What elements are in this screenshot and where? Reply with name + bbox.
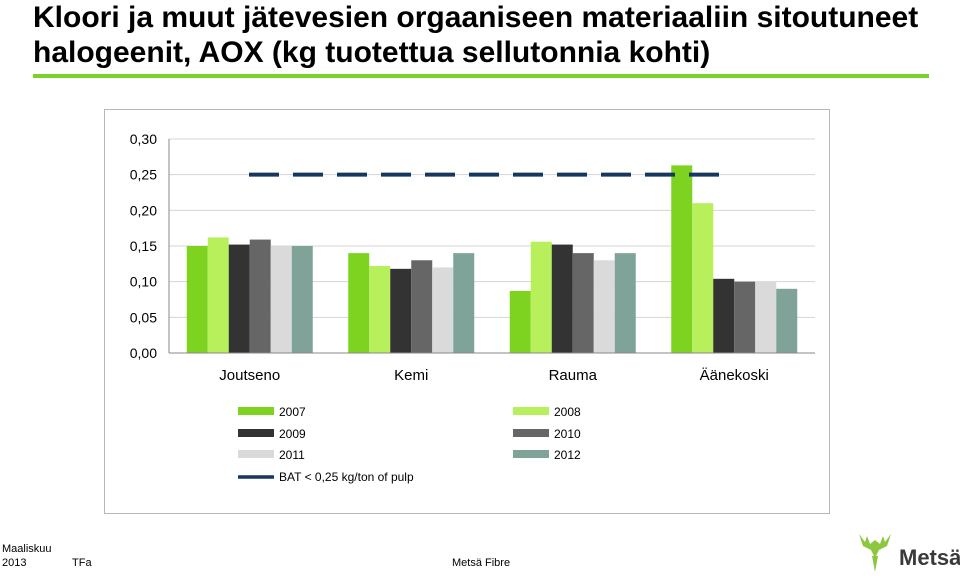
x-tick-label: Rauma bbox=[549, 367, 598, 384]
y-tick-label: 0,20 bbox=[130, 202, 157, 218]
legend-label: 2010 bbox=[554, 427, 581, 441]
legend-swatch bbox=[513, 450, 549, 458]
y-tick-label: 0,25 bbox=[130, 167, 157, 183]
bar bbox=[776, 288, 798, 353]
x-tick-label: Kemi bbox=[394, 367, 428, 384]
slide-title: Kloori ja muut jätevesien orgaaniseen ma… bbox=[33, 1, 919, 69]
bar bbox=[432, 267, 454, 353]
bar bbox=[228, 244, 250, 353]
y-tick-label: 0,10 bbox=[130, 274, 157, 290]
legend-swatch bbox=[238, 450, 274, 458]
metsa-logo: Metsä bbox=[855, 532, 960, 574]
bar bbox=[734, 281, 756, 353]
bar bbox=[453, 253, 475, 353]
footer-date-month: Maaliskuu bbox=[2, 543, 52, 555]
legend-label: 2009 bbox=[279, 427, 306, 441]
y-tick-label: 0,00 bbox=[130, 345, 157, 361]
bar bbox=[713, 278, 735, 353]
x-tick-label: Joutseno bbox=[219, 367, 280, 384]
legend-label: 2012 bbox=[554, 448, 581, 462]
logo-text: Metsä bbox=[899, 545, 960, 570]
moose-antlers-icon: Metsä bbox=[859, 534, 960, 572]
legend-swatch bbox=[513, 407, 549, 415]
chart-container: 0,00 0,05 0,10 0,15 0,20 0,25 0,30 Joutseno Kemi… bbox=[104, 109, 830, 514]
bar bbox=[207, 237, 229, 353]
y-tick-label: 0,15 bbox=[130, 238, 157, 254]
legend-swatch bbox=[238, 429, 274, 437]
bar bbox=[390, 268, 412, 353]
legend-label: 2011 bbox=[279, 448, 305, 462]
bar bbox=[270, 246, 292, 353]
bar bbox=[614, 253, 636, 353]
bar bbox=[291, 246, 313, 353]
legend-label: 2008 bbox=[554, 405, 581, 419]
x-tick-label: Äänekoski bbox=[700, 367, 769, 384]
bar bbox=[755, 281, 777, 353]
bar bbox=[509, 290, 531, 353]
title-divider bbox=[33, 74, 929, 78]
bar bbox=[530, 241, 552, 353]
bar bbox=[249, 239, 271, 353]
footer-company: Metsä Fibre bbox=[452, 557, 511, 569]
bar bbox=[348, 253, 370, 353]
bar bbox=[572, 253, 594, 353]
y-tick-label: 0,30 bbox=[130, 131, 157, 147]
legend-label: BAT < 0,25 kg/ton of pulp bbox=[279, 470, 414, 484]
bar-chart: 0,00 0,05 0,10 0,15 0,20 0,25 0,30 Joutseno Kemi… bbox=[130, 131, 815, 484]
bar bbox=[692, 203, 714, 353]
legend-swatch bbox=[238, 407, 274, 415]
bar bbox=[551, 244, 573, 353]
bar bbox=[411, 260, 433, 353]
bar bbox=[593, 260, 615, 353]
y-tick-label: 0,05 bbox=[130, 309, 157, 325]
footer-author: TFa bbox=[72, 557, 92, 569]
bar bbox=[671, 165, 693, 353]
bar bbox=[369, 265, 391, 353]
legend-swatch bbox=[513, 429, 549, 437]
footer-date-year: 2013 bbox=[2, 557, 27, 569]
legend-label: 2007 bbox=[279, 405, 306, 419]
bar bbox=[186, 246, 208, 353]
